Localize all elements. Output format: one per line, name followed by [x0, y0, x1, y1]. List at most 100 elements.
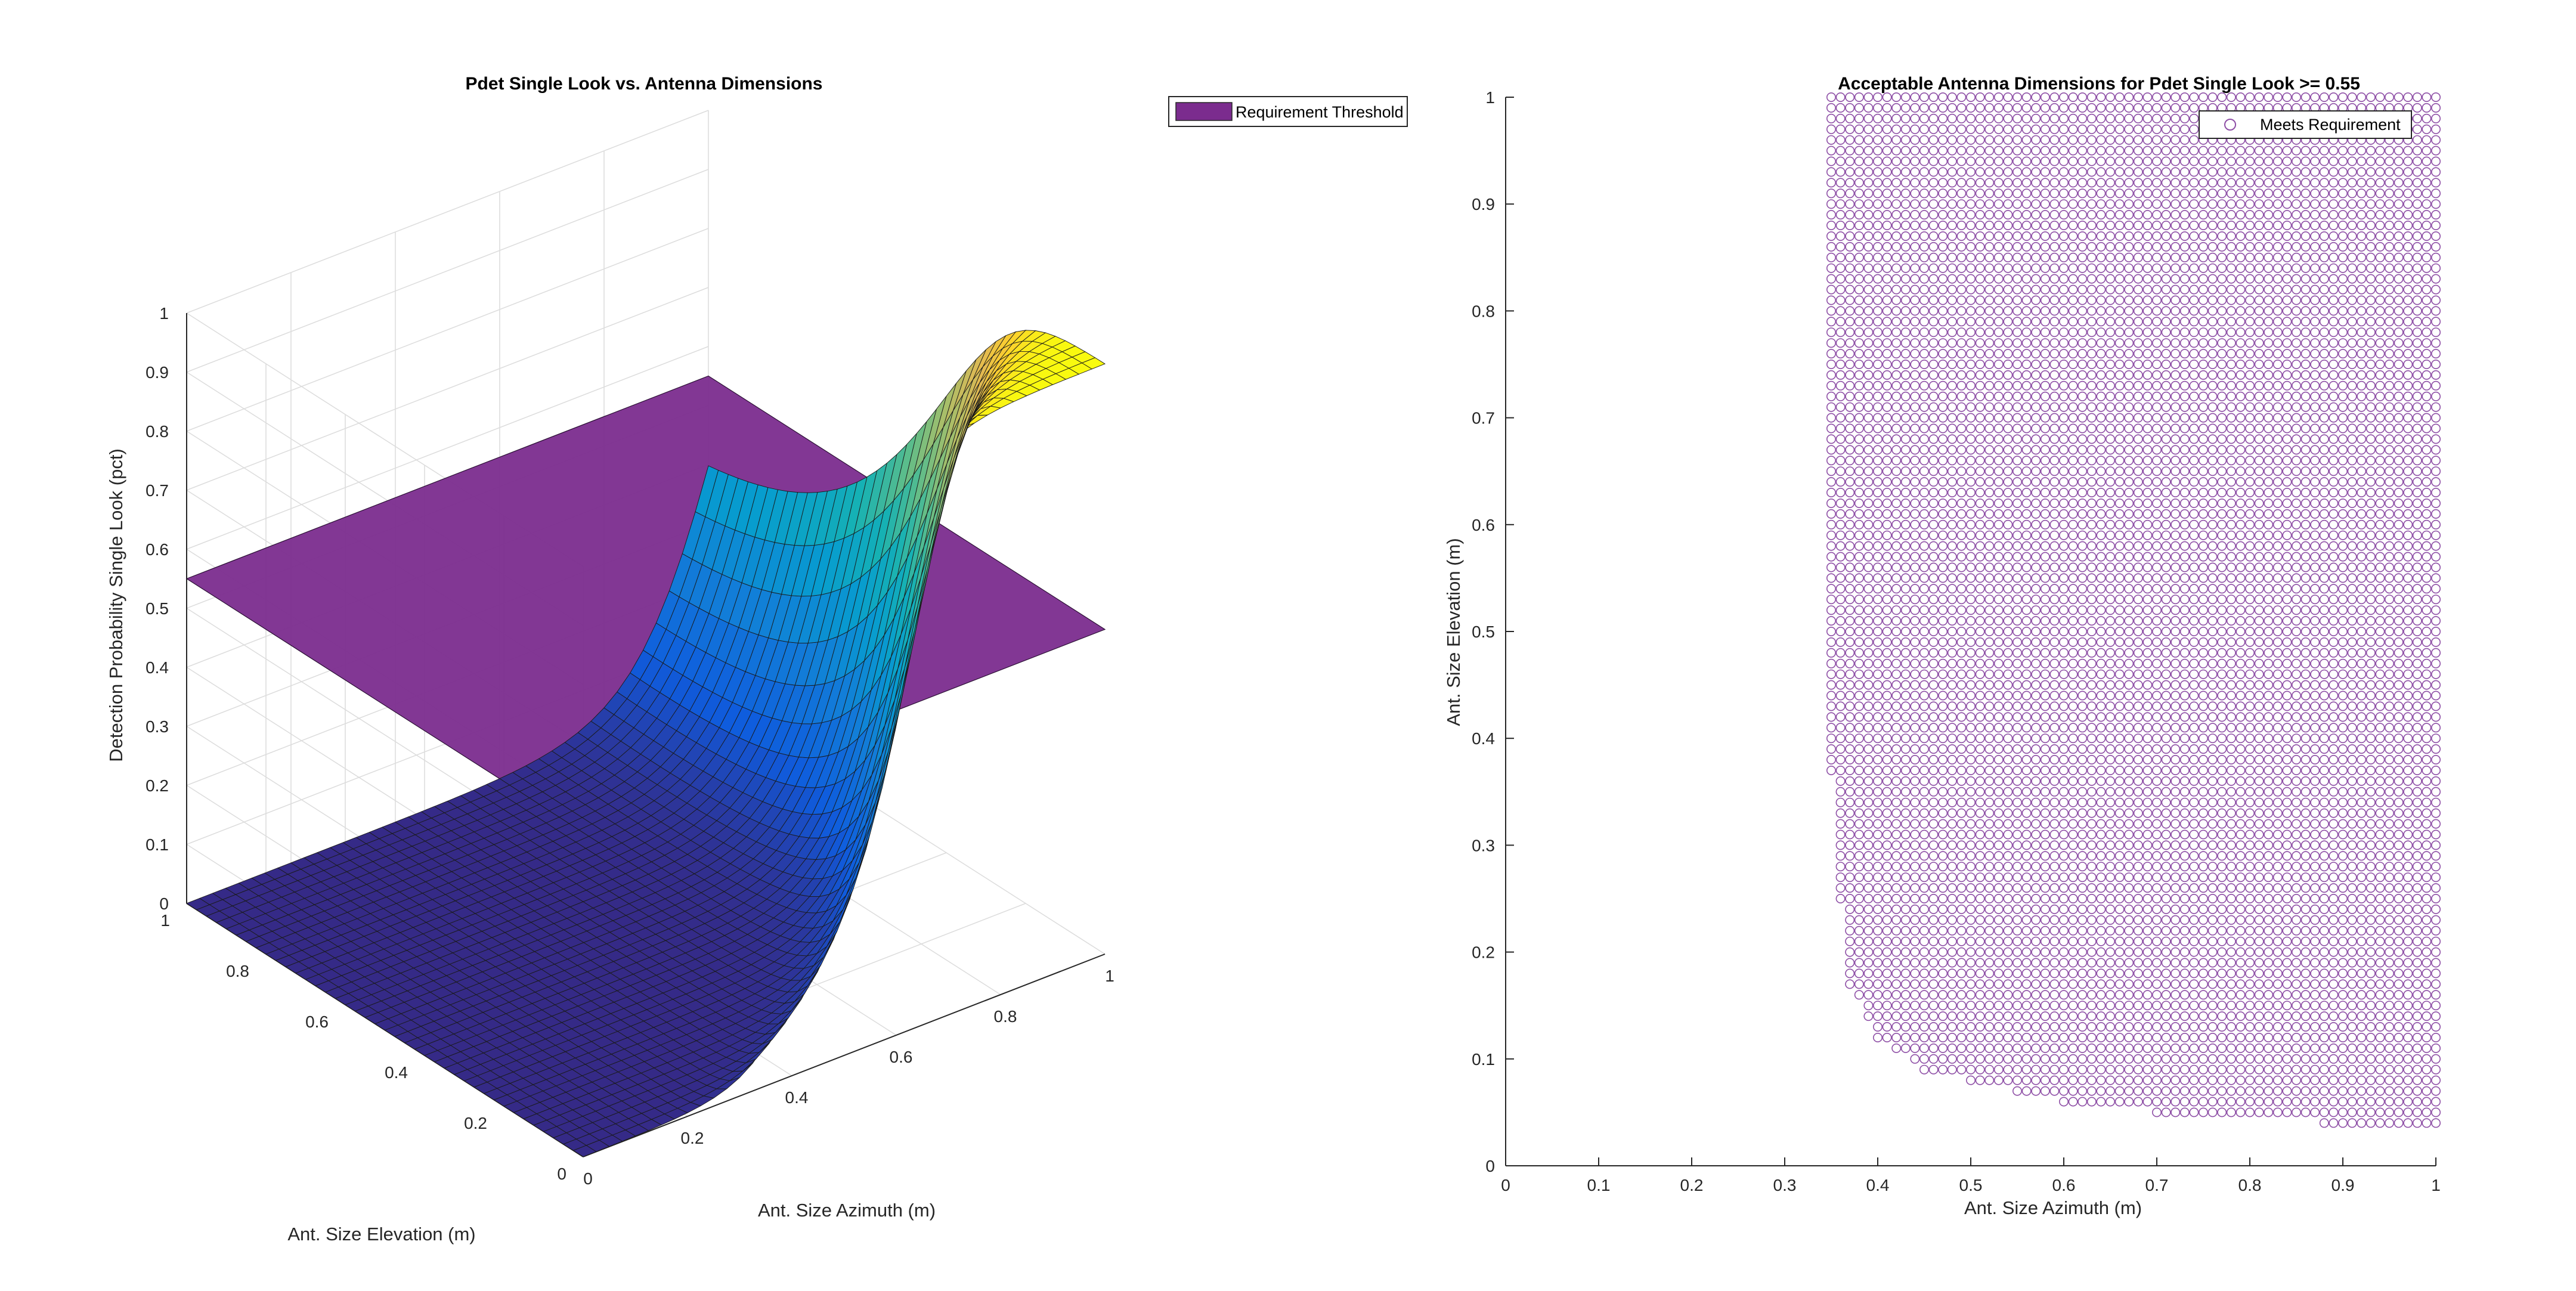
scatter-point [1910, 135, 1920, 145]
scatter-point [2096, 1054, 2106, 1064]
scatter-point [1966, 990, 1976, 1000]
scatter-point [1882, 391, 1892, 401]
scatter-point [1882, 648, 1892, 658]
scatter-point [2059, 402, 2069, 412]
scatter-point [2086, 979, 2097, 989]
scatter-point [1928, 178, 1939, 188]
scatter-point [1956, 103, 1967, 113]
scatter-point [1873, 317, 1883, 327]
scatter-point [1826, 263, 1837, 273]
scatter-point [2096, 691, 2106, 701]
scatter-point [2133, 124, 2143, 134]
scatter-point [1928, 327, 1939, 338]
scatter-point [2059, 787, 2069, 797]
scatter-point [1984, 787, 1995, 797]
scatter-point [1835, 637, 1846, 647]
scatter-point [2031, 498, 2041, 508]
scatter-point [1956, 819, 1967, 829]
scatter-point [2021, 573, 2032, 583]
scatter-point [1854, 658, 1864, 668]
scatter-point [2049, 103, 2060, 113]
scatter-point [1919, 113, 1930, 123]
scatter-point [1966, 530, 1976, 540]
scatter-point [2124, 947, 2134, 957]
scatter-point [1882, 178, 1892, 188]
scatter-point [2040, 744, 2050, 754]
scatter-point [1928, 701, 1939, 711]
scatter-point [2077, 135, 2088, 145]
scatter-point [2003, 188, 2013, 199]
scatter-point [2124, 263, 2134, 273]
scatter-point [1984, 327, 1995, 338]
scatter-point [1956, 220, 1967, 230]
scatter-point [1956, 306, 1967, 316]
scatter-point [2068, 370, 2078, 380]
scatter-point [1826, 605, 1837, 615]
scatter-point [1891, 178, 1902, 188]
scatter-point [1984, 776, 1995, 786]
scatter-point [1993, 274, 2004, 284]
scatter-point [2152, 883, 2162, 893]
scatter-point [1854, 306, 1864, 316]
scatter-point [2152, 167, 2162, 177]
scatter-point [2068, 156, 2078, 166]
scatter-point [2031, 145, 2041, 156]
scatter-point [1845, 456, 1855, 466]
scatter-point [2040, 434, 2050, 444]
scatter-point [1966, 776, 1976, 786]
scatter-point [2152, 755, 2162, 765]
scatter-point [2040, 787, 2050, 797]
scatter-point [1966, 135, 1976, 145]
scatter-point [2021, 584, 2032, 594]
scatter-point [2012, 113, 2023, 123]
scatter-point [1947, 808, 1957, 818]
scatter-point [2152, 584, 2162, 594]
scatter-point [2021, 936, 2032, 946]
scatter-point [2096, 380, 2106, 391]
scatter-point [1873, 1022, 1883, 1032]
scatter-point [1947, 498, 1957, 508]
scatter-point [1891, 124, 1902, 134]
scatter-point [1947, 658, 1957, 668]
scatter-point [2049, 680, 2060, 690]
scatter-point [1956, 135, 1967, 145]
scatter-point [2068, 840, 2078, 850]
scatter-point [1919, 317, 1930, 327]
scatter-point [1947, 1033, 1957, 1043]
scatter-point [2077, 1001, 2088, 1011]
scatter-point [2049, 776, 2060, 786]
scatter-point [1919, 691, 1930, 701]
scatter-point [2012, 936, 2023, 946]
scatter-point [1882, 669, 1892, 679]
scatter-point [2012, 124, 2023, 134]
scatter-point [1845, 701, 1855, 711]
scatter-point [1919, 733, 1930, 744]
scatter-point [1863, 359, 1874, 369]
scatter-point [2021, 605, 2032, 615]
scatter-point [2152, 851, 2162, 861]
scatter-point [2049, 915, 2060, 925]
scatter-point [1919, 669, 1930, 679]
scatter-point [2114, 573, 2125, 583]
scatter-point [1900, 701, 1911, 711]
scatter-point [1928, 156, 1939, 166]
scatter-point [1975, 658, 1985, 668]
scatter-point [1966, 552, 1976, 562]
scatter-point [1956, 862, 1967, 872]
scatter-point [2114, 156, 2125, 166]
scatter-point [1845, 979, 1855, 989]
scatter-point [1928, 402, 1939, 412]
scatter-point [2031, 413, 2041, 423]
scatter-point [2068, 1043, 2078, 1053]
scatter-point [1882, 135, 1892, 145]
scatter-point [2161, 936, 2171, 946]
scatter-point [1947, 413, 1957, 423]
scatter-point [1966, 584, 1976, 594]
scatter-point [2086, 968, 2097, 979]
scatter-point [1993, 979, 2004, 989]
scatter-point [1993, 413, 2004, 423]
scatter-point [2142, 658, 2153, 668]
scatter-point [1956, 530, 1967, 540]
scatter-point [2106, 359, 2116, 369]
scatter-point [2086, 317, 2097, 327]
